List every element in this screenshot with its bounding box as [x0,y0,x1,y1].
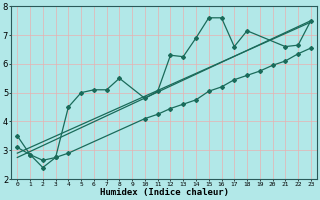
X-axis label: Humidex (Indice chaleur): Humidex (Indice chaleur) [100,188,228,197]
